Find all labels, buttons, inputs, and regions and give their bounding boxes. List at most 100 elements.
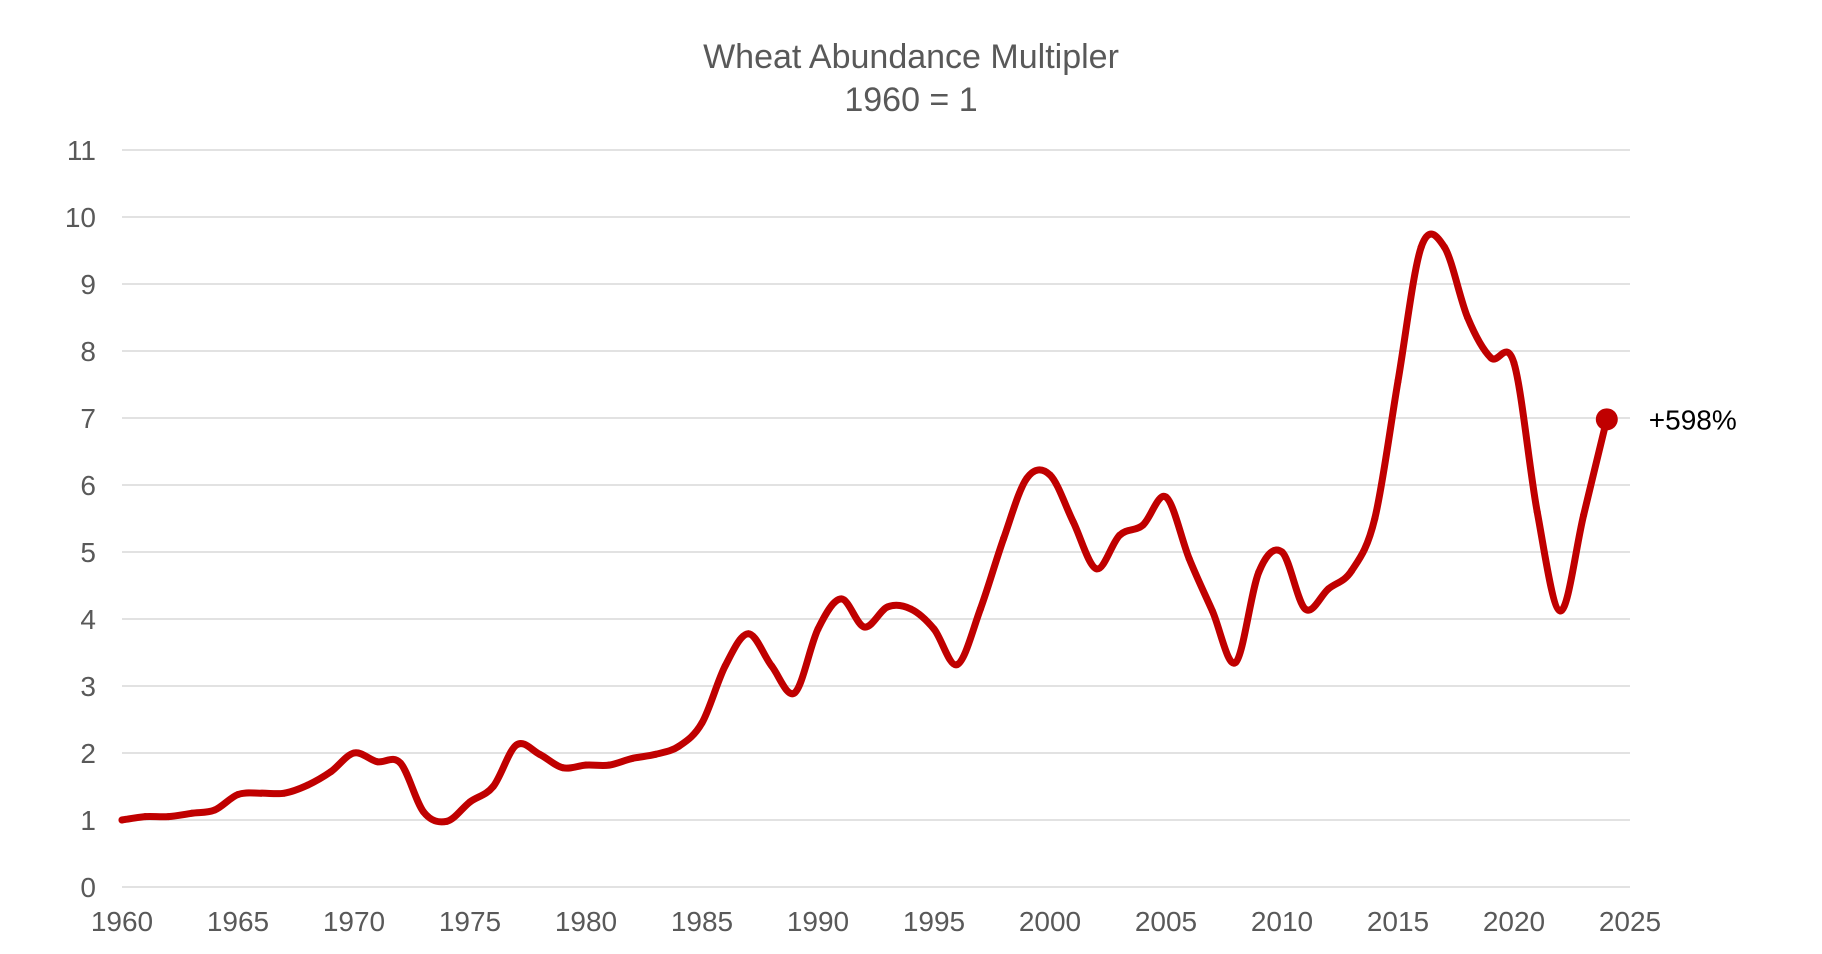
- data-point-1987: [744, 630, 752, 638]
- series-line: [118, 230, 1611, 826]
- data-point-1972: [396, 759, 404, 767]
- data-point-2010: [1278, 548, 1286, 556]
- data-point-2008: [1232, 659, 1240, 667]
- data-point-1978: [536, 750, 544, 758]
- data-point-2015: [1394, 377, 1402, 385]
- x-tick-label: 1970: [323, 906, 385, 937]
- data-points: [118, 243, 1611, 825]
- x-tick-label: 2000: [1019, 906, 1081, 937]
- data-point-2007: [1208, 607, 1216, 615]
- chart-title: Wheat Abundance Multipler: [703, 38, 1119, 76]
- data-point-1998: [1000, 535, 1008, 543]
- y-tick-label: 4: [80, 604, 96, 635]
- y-tick-label: 0: [80, 872, 96, 903]
- x-tick-label: 2025: [1599, 906, 1661, 937]
- data-point-2012: [1324, 585, 1332, 593]
- data-point-2021: [1533, 508, 1541, 516]
- y-tick-label: 5: [80, 537, 96, 568]
- data-point-1984: [675, 742, 683, 750]
- y-tick-label: 6: [80, 470, 96, 501]
- data-point-1966: [257, 789, 265, 797]
- data-point-1961: [141, 813, 149, 821]
- data-point-2011: [1301, 605, 1309, 613]
- data-point-1997: [976, 605, 984, 613]
- data-point-1994: [907, 605, 915, 613]
- data-point-1982: [628, 754, 636, 762]
- data-point-2014: [1371, 515, 1379, 522]
- data-point-1967: [280, 789, 288, 797]
- data-point-1977: [512, 741, 520, 749]
- data-point-1991: [837, 595, 845, 603]
- data-point-2009: [1255, 568, 1263, 576]
- data-point-2005: [1162, 493, 1170, 501]
- data-point-1970: [350, 749, 358, 757]
- data-point-1980: [582, 761, 590, 769]
- data-point-2018: [1464, 314, 1472, 321]
- data-point-2020: [1510, 359, 1518, 367]
- data-point-1974: [443, 817, 451, 825]
- data-point-2002: [1092, 565, 1100, 573]
- x-tick-label: 2020: [1483, 906, 1545, 937]
- data-point-1990: [814, 625, 822, 633]
- data-point-1996: [953, 661, 961, 669]
- data-point-1962: [164, 813, 172, 821]
- data-point-1988: [768, 662, 776, 670]
- data-point-2003: [1116, 531, 1124, 539]
- x-tick-label: 1965: [207, 906, 269, 937]
- x-tick-label: 1985: [671, 906, 733, 937]
- data-point-1964: [211, 806, 219, 814]
- y-axis-ticks: 0 1 2 3 4 5 6 7 8 9 10 11: [65, 135, 96, 903]
- data-point-1969: [327, 768, 335, 776]
- data-point-1992: [860, 623, 868, 631]
- data-point-2013: [1348, 567, 1356, 575]
- x-axis-ticks: 1960 1965 1970 1975 1980 1985 1990 1995 2000 2005…: [91, 906, 1661, 937]
- x-tick-label: 2010: [1251, 906, 1313, 937]
- data-point-2004: [1139, 521, 1147, 529]
- x-tick-label: 1975: [439, 906, 501, 937]
- data-point-2006: [1185, 555, 1193, 563]
- last-point-label: +598%: [1649, 404, 1737, 435]
- data-point-2000: [1046, 471, 1054, 479]
- y-tick-label: 1: [80, 805, 96, 836]
- data-point-1979: [559, 764, 567, 772]
- x-tick-label: 1960: [91, 906, 153, 937]
- x-tick-label: 1995: [903, 906, 965, 937]
- x-tick-label: 2005: [1135, 906, 1197, 937]
- data-point-2023: [1580, 511, 1588, 519]
- data-point-1989: [791, 689, 799, 697]
- y-tick-label: 3: [80, 671, 96, 702]
- data-point-2016: [1417, 243, 1425, 251]
- y-tick-label: 8: [80, 336, 96, 367]
- data-point-1973: [420, 808, 428, 816]
- data-point-1993: [884, 603, 892, 611]
- y-tick-label: 9: [80, 269, 96, 300]
- data-point-1985: [698, 719, 706, 727]
- data-point-2017: [1440, 243, 1448, 251]
- grid-lines: [122, 149, 1630, 888]
- data-point-1976: [489, 783, 497, 790]
- data-point-1986: [721, 662, 729, 670]
- data-point-1965: [234, 791, 242, 799]
- y-tick-label: 10: [65, 202, 96, 233]
- data-point-1999: [1023, 474, 1031, 482]
- data-point-1981: [605, 761, 613, 769]
- x-tick-label: 1990: [787, 906, 849, 937]
- data-point-2019: [1487, 354, 1495, 362]
- chart-subtitle: 1960 = 1: [844, 81, 977, 119]
- y-tick-label: 11: [67, 135, 96, 166]
- x-tick-label: 2015: [1367, 906, 1429, 937]
- data-point-1960: [118, 816, 126, 824]
- data-point-2022: [1556, 607, 1564, 615]
- x-tick-label: 1980: [555, 906, 617, 937]
- data-point-1968: [304, 781, 312, 789]
- data-point-1983: [652, 750, 660, 758]
- y-tick-label: 7: [80, 403, 96, 434]
- data-point-1995: [930, 625, 938, 633]
- last-point-marker: [1595, 408, 1618, 431]
- data-point-1975: [466, 798, 474, 806]
- data-point-1971: [373, 758, 381, 766]
- data-point-1963: [188, 809, 196, 817]
- y-tick-label: 2: [80, 738, 96, 769]
- data-point-2001: [1069, 518, 1077, 526]
